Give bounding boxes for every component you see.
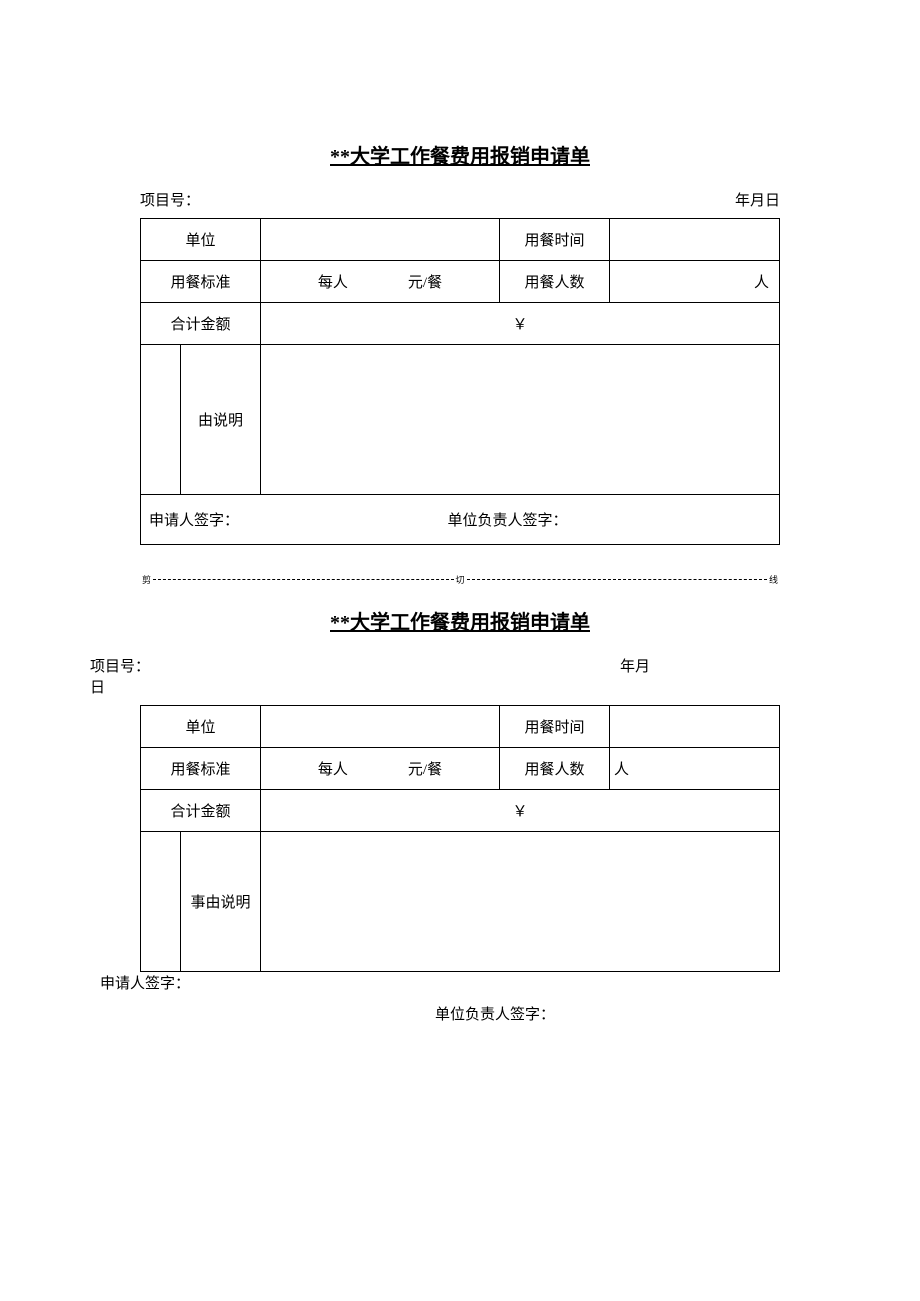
reason-label: 由说明 [181,345,261,495]
count-value: 人 [610,261,780,303]
yuan-meal: 元/餐 [408,271,442,292]
date-label: 年月日 [735,189,780,210]
header-row: 项目号： 年月日 [0,189,920,210]
signature-row: 申请人签字： 单位负责人签字： [141,495,780,545]
total-value: ￥ [261,303,780,345]
header-row-2: 项目号： 年月 日 [0,655,920,697]
dash-left [153,579,453,580]
unit-label-2: 单位 [141,706,261,748]
table-container: 单位 用餐时间 用餐标准 每人 元/餐 用餐人数 人 合计金额 ￥ [0,218,920,545]
per-person: 每人 [318,271,348,292]
applicant-sig: 申请人签字： [149,509,448,530]
reason-label-empty-2 [141,832,181,972]
form-1: **大学工作餐费用报销申请单 项目号： 年月日 单位 用餐时间 用餐标准 每人 … [0,140,920,545]
per-person-2: 每人 [318,758,348,779]
time-label: 用餐时间 [500,219,610,261]
time-label-2: 用餐时间 [500,706,610,748]
form-title-2: **大学工作餐费用报销申请单 [0,606,920,635]
date-label-2a: 年月 [620,655,650,676]
standard-value: 每人 元/餐 [261,261,500,303]
total-label: 合计金额 [141,303,261,345]
count-label-2: 用餐人数 [500,748,610,790]
time-value-2 [610,706,780,748]
reason-label-empty [141,345,181,495]
reason-value-2 [261,832,780,972]
unit-label: 单位 [141,219,261,261]
project-label-2: 项目号： [90,655,150,676]
date-label-2b: 日 [90,676,650,697]
time-value [610,219,780,261]
total-value-2: ￥ [261,790,780,832]
standard-label: 用餐标准 [141,261,261,303]
cut-left: 剪 [140,573,153,586]
count-label: 用餐人数 [500,261,610,303]
form-title: **大学工作餐费用报销申请单 [0,140,920,169]
standard-label-2: 用餐标准 [141,748,261,790]
standard-value-2: 每人 元/餐 [261,748,500,790]
cut-mid: 切 [454,573,467,586]
table-container-2: 单位 用餐时间 用餐标准 每人 元/餐 用餐人数 人 合计金额 ￥ [0,705,920,972]
unit-value-2 [261,706,500,748]
form-2: **大学工作餐费用报销申请单 项目号： 年月 日 单位 用餐时间 用餐标准 每人… [0,606,920,1024]
leader-sig: 单位负责人签字： [448,509,771,530]
leader-sig-2: 单位负责人签字： [0,1003,920,1024]
cut-line: 剪 切 线 [140,573,780,586]
total-label-2: 合计金额 [141,790,261,832]
applicant-sig-2: 申请人签字： [0,972,920,993]
count-value-2: 人 [610,748,780,790]
form-table: 单位 用餐时间 用餐标准 每人 元/餐 用餐人数 人 合计金额 ￥ [140,218,780,545]
reason-label-2: 事由说明 [181,832,261,972]
form-table-2: 单位 用餐时间 用餐标准 每人 元/餐 用餐人数 人 合计金额 ￥ [140,705,780,972]
reason-value [261,345,780,495]
project-label: 项目号： [140,189,200,210]
dash-right [467,579,767,580]
unit-value [261,219,500,261]
cut-right: 线 [767,573,780,586]
yuan-meal-2: 元/餐 [408,758,442,779]
